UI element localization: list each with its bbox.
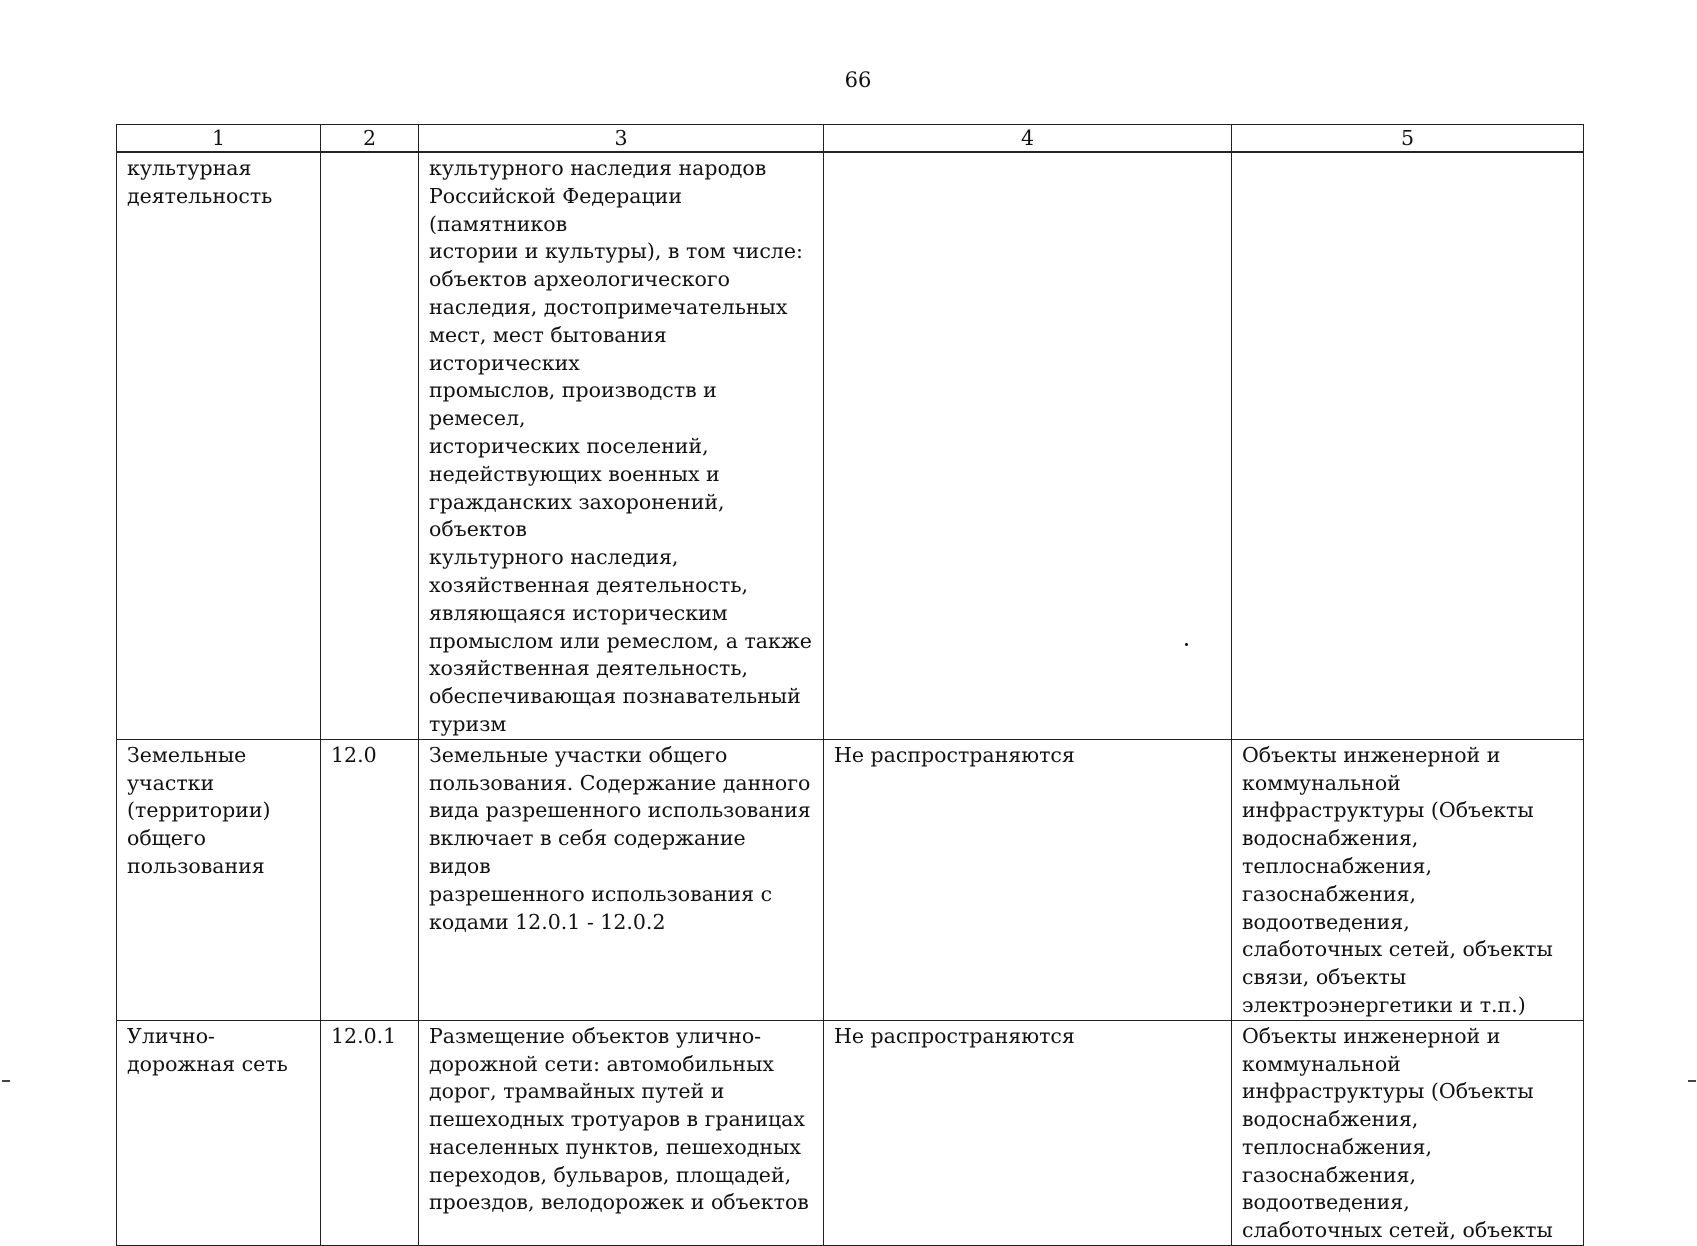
cell-description: Земельные участки общего пользования. Со… <box>418 738 824 1021</box>
header-row: 1 2 3 4 5 <box>116 124 1584 153</box>
column-header-1: 1 <box>116 124 321 153</box>
column-header-5: 5 <box>1231 124 1584 153</box>
table-row: Улично- дорожная сеть 12.0.1 Размещение … <box>116 1019 1584 1246</box>
page-number: 66 <box>844 68 872 92</box>
table-row: культурная деятельность культурного насл… <box>116 151 1584 740</box>
cell-name: культурная деятельность <box>116 151 321 740</box>
margin-mark-right <box>1688 1080 1696 1082</box>
margin-mark-left <box>2 1080 10 1082</box>
cell-col4 <box>823 151 1232 740</box>
land-use-table: 1 2 3 4 5 культурная деятельность культу… <box>116 124 1584 1246</box>
cell-col4: Не распространяются <box>823 738 1232 1021</box>
cell-col5 <box>1231 151 1584 740</box>
column-header-4: 4 <box>823 124 1232 153</box>
cell-name: Улично- дорожная сеть <box>116 1019 321 1246</box>
cell-col5: Объекты инженерной и коммунальной инфрас… <box>1231 738 1584 1021</box>
cell-col4: Не распространяются <box>823 1019 1232 1246</box>
scan-speck <box>1185 643 1188 646</box>
cell-code: 12.0.1 <box>320 1019 419 1246</box>
cell-description: культурного наследия народов Российской … <box>418 151 824 740</box>
cell-code <box>320 151 419 740</box>
cell-name: Земельные участки (территории) общего по… <box>116 738 321 1021</box>
table-row: Земельные участки (территории) общего по… <box>116 738 1584 1021</box>
column-header-2: 2 <box>320 124 419 153</box>
cell-description: Размещение объектов улично- дорожной сет… <box>418 1019 824 1246</box>
cell-col5: Объекты инженерной и коммунальной инфрас… <box>1231 1019 1584 1246</box>
cell-code: 12.0 <box>320 738 419 1021</box>
column-header-3: 3 <box>418 124 824 153</box>
